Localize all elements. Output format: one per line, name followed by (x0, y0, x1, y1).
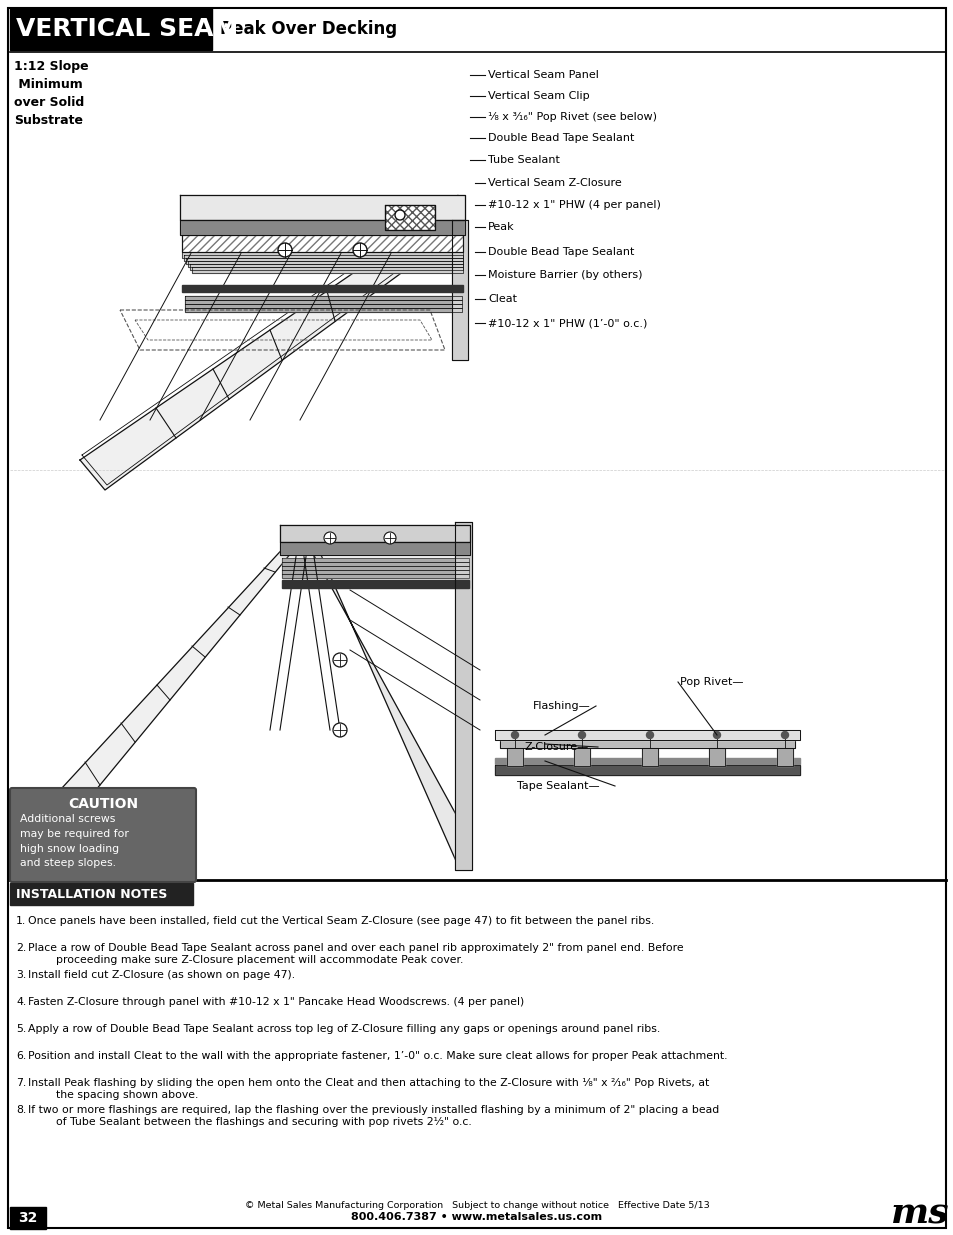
Polygon shape (641, 748, 658, 766)
Polygon shape (192, 267, 462, 273)
Text: 3.: 3. (16, 969, 27, 981)
Polygon shape (776, 748, 792, 766)
Text: Place a row of Double Bead Tape Sealant across panel and over each panel rib app: Place a row of Double Bead Tape Sealant … (28, 944, 683, 966)
Circle shape (277, 243, 292, 257)
Polygon shape (280, 525, 470, 542)
Circle shape (333, 722, 347, 737)
Text: ¹⁄₈ x ³⁄₁₆" Pop Rivet (see below): ¹⁄₈ x ³⁄₁₆" Pop Rivet (see below) (488, 112, 657, 122)
Circle shape (646, 731, 653, 739)
Polygon shape (186, 258, 462, 264)
Text: Vertical Seam Clip: Vertical Seam Clip (488, 91, 589, 101)
Polygon shape (385, 205, 435, 230)
Text: Additional screws
may be required for
high snow loading
and steep slopes.: Additional screws may be required for hi… (20, 814, 129, 868)
Text: 800.406.7387 • www.metalsales.us.com: 800.406.7387 • www.metalsales.us.com (351, 1212, 602, 1221)
Text: Pop Rivet—: Pop Rivet— (679, 677, 742, 687)
Circle shape (511, 731, 518, 739)
Text: Tube Sealant: Tube Sealant (488, 156, 559, 165)
Text: CAUTION: CAUTION (68, 797, 138, 811)
Polygon shape (708, 748, 724, 766)
Circle shape (713, 731, 720, 739)
Polygon shape (506, 748, 522, 766)
Polygon shape (282, 574, 469, 578)
Circle shape (781, 731, 788, 739)
Polygon shape (282, 580, 469, 588)
Polygon shape (188, 261, 462, 267)
Text: Once panels have been installed, field cut the Vertical Seam Z-Closure (see page: Once panels have been installed, field c… (28, 916, 654, 926)
Text: Install Peak flashing by sliding the open hem onto the Cleat and then attaching : Install Peak flashing by sliding the ope… (28, 1078, 708, 1100)
Text: 8.: 8. (16, 1105, 27, 1115)
Polygon shape (499, 740, 794, 748)
Text: Peak Over Decking: Peak Over Decking (220, 20, 396, 38)
Text: 6.: 6. (16, 1051, 27, 1061)
Polygon shape (182, 235, 462, 252)
Circle shape (353, 243, 367, 257)
Polygon shape (182, 285, 462, 291)
Circle shape (395, 210, 405, 220)
Text: Install field cut Z-Closure (as shown on page 47).: Install field cut Z-Closure (as shown on… (28, 969, 294, 981)
Polygon shape (282, 558, 469, 562)
Text: Tape Sealant—: Tape Sealant— (517, 781, 599, 790)
Text: 2.: 2. (16, 944, 27, 953)
Polygon shape (184, 254, 462, 261)
Text: © Metal Sales Manufacturing Corporation   Subject to change without notice   Eff: © Metal Sales Manufacturing Corporation … (244, 1200, 709, 1209)
Polygon shape (495, 730, 800, 740)
Text: 32: 32 (18, 1212, 38, 1225)
Polygon shape (452, 220, 468, 359)
Polygon shape (80, 200, 459, 490)
FancyBboxPatch shape (10, 788, 195, 882)
Text: Flashing—: Flashing— (533, 701, 590, 711)
Bar (10, 7, 212, 49)
Text: Position and install Cleat to the wall with the appropriate fastener, 1’-0" o.c.: Position and install Cleat to the wall w… (28, 1051, 727, 1061)
Polygon shape (282, 571, 469, 574)
Text: Double Bead Tape Sealant: Double Bead Tape Sealant (488, 247, 634, 257)
Polygon shape (14, 530, 310, 869)
Text: 1:12 Slope
 Minimum
over Solid
Substrate: 1:12 Slope Minimum over Solid Substrate (14, 61, 89, 127)
Text: Apply a row of Double Bead Tape Sealant across top leg of Z-Closure filling any : Apply a row of Double Bead Tape Sealant … (28, 1024, 659, 1034)
Text: INSTALLATION NOTES: INSTALLATION NOTES (16, 888, 167, 900)
Text: Double Bead Tape Sealant: Double Bead Tape Sealant (488, 133, 634, 143)
Polygon shape (495, 764, 800, 776)
Text: Fasten Z-Closure through panel with #10-12 x 1" Pancake Head Woodscrews. (4 per : Fasten Z-Closure through panel with #10-… (28, 997, 524, 1007)
Text: Z-Closure—: Z-Closure— (524, 742, 589, 752)
Polygon shape (182, 252, 462, 258)
Circle shape (324, 532, 335, 543)
Text: If two or more flashings are required, lap the flashing over the previously inst: If two or more flashings are required, l… (28, 1105, 719, 1128)
Polygon shape (185, 308, 461, 312)
Text: Peak: Peak (488, 222, 514, 232)
Polygon shape (299, 530, 470, 869)
Polygon shape (185, 304, 461, 308)
Polygon shape (282, 562, 469, 566)
Polygon shape (282, 566, 469, 571)
Bar (10, 1207, 46, 1229)
Text: Vertical Seam Panel: Vertical Seam Panel (488, 70, 598, 80)
Text: 1.: 1. (16, 916, 27, 926)
Polygon shape (180, 195, 464, 220)
Text: #10-12 x 1" PHW (1’-0" o.c.): #10-12 x 1" PHW (1’-0" o.c.) (488, 317, 647, 329)
Polygon shape (190, 264, 462, 270)
Text: 5.: 5. (16, 1024, 27, 1034)
Polygon shape (495, 758, 800, 764)
Text: 4.: 4. (16, 997, 27, 1007)
Circle shape (333, 653, 347, 667)
Polygon shape (455, 522, 472, 869)
Polygon shape (280, 542, 470, 555)
Text: Vertical Seam Z-Closure: Vertical Seam Z-Closure (488, 178, 621, 188)
Polygon shape (180, 220, 464, 235)
Circle shape (578, 731, 585, 739)
Text: VERTICAL SEAM: VERTICAL SEAM (16, 17, 238, 41)
Polygon shape (185, 300, 461, 304)
Text: #10-12 x 1" PHW (4 per panel): #10-12 x 1" PHW (4 per panel) (488, 200, 660, 210)
Bar (10, 883, 193, 905)
Text: Cleat: Cleat (488, 294, 517, 304)
Text: 7.: 7. (16, 1078, 27, 1088)
Text: ms: ms (890, 1197, 948, 1231)
Polygon shape (574, 748, 589, 766)
Polygon shape (185, 296, 461, 300)
Text: Moisture Barrier (by others): Moisture Barrier (by others) (488, 270, 641, 280)
Circle shape (384, 532, 395, 543)
